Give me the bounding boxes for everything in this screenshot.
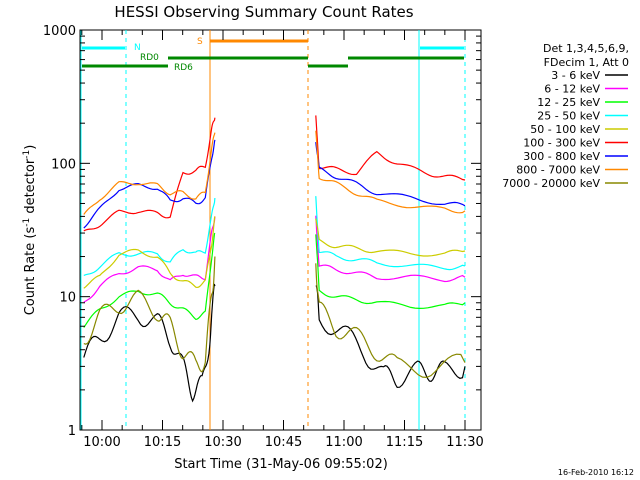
legend-label-1: 6 - 12 keV (544, 83, 600, 96)
series-line-4-seg-0 (83, 216, 216, 289)
legend-header-2: FDecim 1, Att 0 (544, 56, 629, 69)
series-line-3-seg-0 (83, 197, 216, 276)
rd6-label: RD6 (174, 63, 193, 73)
x-tick-label-3: 10:45 (265, 435, 302, 450)
series-line-2-seg-0 (83, 232, 216, 328)
series-line-8-seg-0 (83, 256, 216, 373)
night-label: N (134, 43, 141, 53)
y-tick-label-3: 1000 (43, 24, 76, 39)
x-axis: 10:00 10:15 10:30 10:45 11:00 11:15 11:30 (81, 30, 484, 450)
series-line-3-seg-1 (315, 196, 466, 271)
series-0 (83, 283, 466, 403)
series-line-0-seg-0 (83, 283, 216, 403)
series-line-8-seg-1 (315, 263, 466, 379)
series-line-1-seg-0 (83, 216, 216, 303)
x-tick-label-4: 11:00 (325, 435, 362, 450)
x-tick-label-6: 11:30 (446, 435, 483, 450)
series-line-6-seg-1 (315, 142, 466, 207)
chart-title: HESSI Observing Summary Count Rates (114, 3, 413, 21)
legend: Det 1,3,4,5,6,9, FDecim 1, Att 0 3 - 6 k… (502, 42, 629, 190)
series-line-5-seg-1 (315, 115, 466, 181)
series-line-0-seg-1 (315, 285, 466, 389)
legend-header-1: Det 1,3,4,5,6,9, (543, 42, 629, 55)
x-tick-label-1: 10:15 (144, 435, 181, 450)
x-tick-label-5: 11:15 (386, 435, 423, 450)
series-group (83, 115, 466, 403)
series-4 (83, 216, 466, 289)
rd0-label: RD0 (140, 53, 159, 63)
legend-label-4: 50 - 100 keV (530, 123, 600, 136)
series-8 (83, 256, 466, 379)
x-tick-label-2: 10:30 (204, 435, 241, 450)
y-tick-label-1: 10 (59, 291, 76, 306)
series-7 (83, 130, 466, 215)
y-tick-label-0: 1 (68, 424, 76, 439)
series-line-4-seg-1 (315, 218, 466, 257)
series-3 (83, 196, 466, 276)
x-axis-label: Start Time (31-May-06 09:55:02) (174, 457, 388, 472)
series-line-7-seg-1 (315, 130, 466, 214)
state-bars: N RD0 RD6 S (82, 37, 464, 73)
legend-label-3: 25 - 50 keV (537, 110, 600, 123)
x-tick-label-0: 10:00 (83, 435, 120, 450)
footer-timestamp: 16-Feb-2010 16:12 (558, 468, 634, 477)
series-line-7-seg-0 (83, 132, 216, 215)
series-2 (83, 232, 466, 328)
y-axis-label: Count Rate (s-1 detector-1) (22, 145, 38, 316)
series-line-1-seg-1 (315, 215, 466, 283)
legend-label-2: 12 - 25 keV (537, 96, 600, 109)
legend-label-8: 7000 - 20000 keV (502, 177, 600, 190)
legend-label-5: 100 - 300 keV (523, 137, 600, 150)
legend-label-7: 800 - 7000 keV (516, 164, 600, 177)
saa-label: S (197, 37, 203, 47)
y-axis: 1 10 100 1000 (43, 24, 481, 439)
series-line-2-seg-1 (315, 234, 466, 310)
series-line-6-seg-0 (83, 139, 216, 229)
series-1 (83, 215, 466, 303)
series-5 (83, 115, 466, 232)
series-6 (83, 139, 466, 229)
series-line-5-seg-0 (83, 117, 216, 232)
plot-frame (79, 29, 482, 431)
y-tick-label-2: 100 (51, 157, 76, 172)
legend-label-0: 3 - 6 keV (551, 69, 600, 82)
legend-label-6: 300 - 800 keV (523, 150, 600, 163)
